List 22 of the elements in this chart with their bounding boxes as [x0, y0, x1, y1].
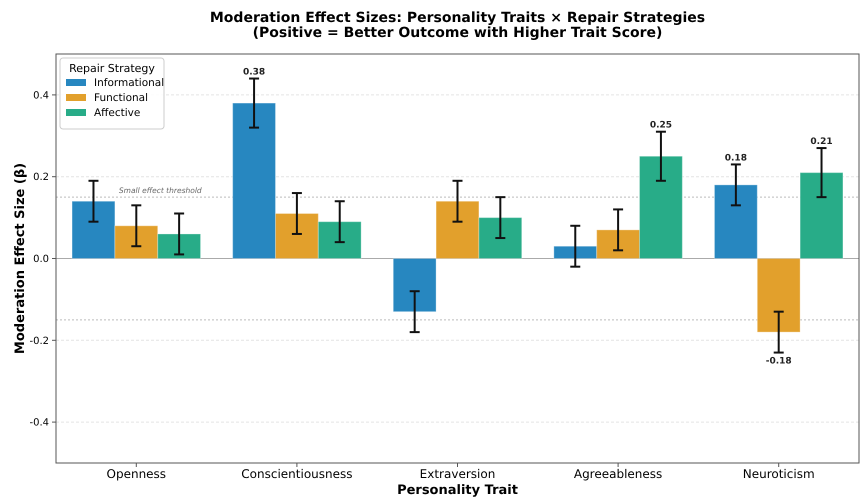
data-label: 0.38	[242, 68, 266, 78]
data-label: 0.18	[724, 153, 747, 164]
x-tick-label: Conscientiousness	[241, 467, 353, 481]
legend-label: Functional	[94, 92, 148, 104]
y-tick-label: 0.4	[33, 90, 49, 102]
y-tick-label: 0.2	[33, 172, 49, 184]
x-tick-label: Openness	[106, 467, 166, 481]
legend-label: Affective	[94, 107, 140, 119]
y-tick-label: -0.4	[29, 418, 49, 429]
data-label: -0.18	[766, 356, 792, 367]
legend-title: Repair Strategy	[69, 62, 156, 75]
data-label: 0.25	[650, 120, 672, 131]
x-tick-label: Agreeableness	[574, 467, 662, 481]
x-tick-label: Neuroticism	[742, 467, 815, 481]
x-tick-label: Extraversion	[420, 467, 496, 481]
y-tick-label: -0.2	[29, 336, 49, 347]
x-axis-title: Personality Trait	[397, 483, 518, 497]
y-axis-title: Moderation Effect Size (β)	[13, 162, 28, 354]
y-tick-label: 0.0	[33, 254, 49, 265]
legend-label: Informational	[94, 77, 164, 89]
data-label: 0.21	[810, 137, 833, 148]
chart-title: Moderation Effect Sizes: Personality Traits × Repair Strategies (Positive = Better Outcome with Higher Trait Score)	[210, 10, 706, 41]
